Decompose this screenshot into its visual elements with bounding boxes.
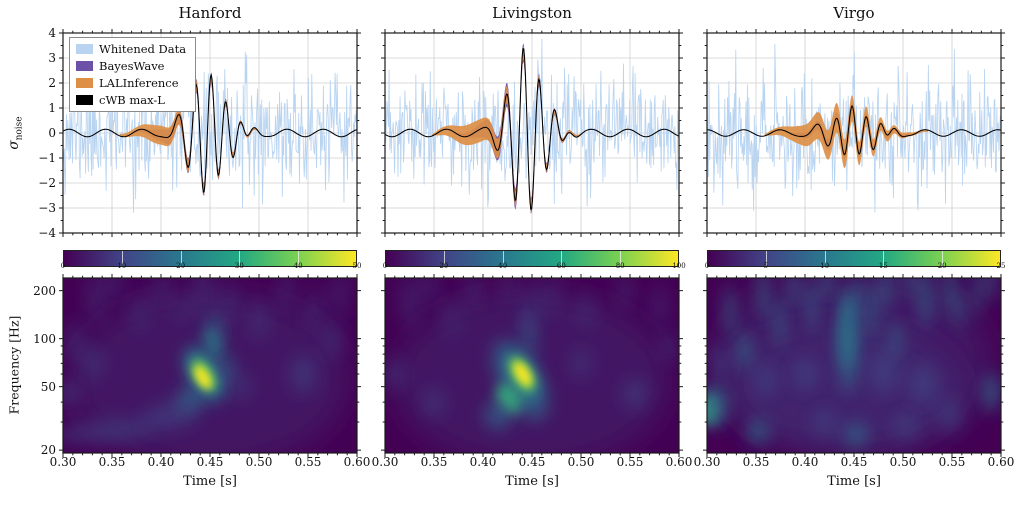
x-tick-label: 0.30 xyxy=(693,455,721,469)
y-tick-label: −4 xyxy=(38,226,56,240)
colorbar-tick-label: 5 xyxy=(763,262,769,270)
x-tick-label: 0.50 xyxy=(245,455,273,469)
colorbar-tick xyxy=(180,251,182,266)
colorbar-tick-label: 10 xyxy=(117,262,127,270)
panel-title-hanford: Hanford xyxy=(178,4,242,22)
legend-item-bayeswave: BayesWave xyxy=(76,59,186,73)
x-tick-label: 0.40 xyxy=(147,455,175,469)
freq-tick-label: 20 xyxy=(40,443,56,458)
colorbar-tick-label: 20 xyxy=(176,262,186,270)
x-tick-label: 0.60 xyxy=(665,455,693,469)
legend-label: BayesWave xyxy=(99,59,165,73)
colorbar-tick-label: 25 xyxy=(996,262,1006,270)
colorbar-tick-label: 10 xyxy=(820,262,830,270)
colorbar-tick xyxy=(122,251,124,266)
freq-tick-label: 200 xyxy=(33,283,56,298)
waveform-panel-1 xyxy=(381,29,683,237)
x-tick-label: 0.35 xyxy=(742,455,770,469)
colorbar-tick xyxy=(883,251,885,266)
colorbar-tick-label: 40 xyxy=(293,262,303,270)
x-axis-label-livingston: Time [s] xyxy=(505,474,559,489)
legend-swatch-lalinference xyxy=(76,78,93,88)
panel-title-virgo: Virgo xyxy=(833,4,875,22)
x-tick-label: 0.40 xyxy=(791,455,819,469)
x-tick-label: 0.55 xyxy=(938,455,966,469)
x-tick-label: 0.35 xyxy=(98,455,126,469)
colorbar-tick xyxy=(297,251,299,266)
colorbar-tick xyxy=(239,251,241,266)
x-tick-label: 0.50 xyxy=(567,455,595,469)
colorbar-tick-label: 0 xyxy=(60,262,66,270)
colorbar-tick-label: 20 xyxy=(439,262,449,270)
colorbar-tick-label: 30 xyxy=(234,262,244,270)
spectrogram-panel-1 xyxy=(381,274,683,457)
freq-tick-label: 50 xyxy=(40,379,56,394)
colorbar xyxy=(707,250,1001,267)
legend-swatch-whitened-data xyxy=(76,44,93,54)
x-tick-label: 0.50 xyxy=(889,455,917,469)
x-tick-label: 0.55 xyxy=(294,455,322,469)
x-axis-label-virgo: Time [s] xyxy=(827,474,881,489)
sigma-symbol: σ xyxy=(5,140,22,150)
legend-label: cWB max-L xyxy=(99,93,165,107)
legend-item-lalinference: LALInference xyxy=(76,76,186,90)
legend-label: Whitened Data xyxy=(99,42,187,56)
y-tick-label: 3 xyxy=(48,51,56,65)
y-tick-label: 1 xyxy=(48,101,56,115)
legend-swatch-cwb xyxy=(76,95,93,105)
colorbar-tick-label: 100 xyxy=(672,262,686,270)
colorbar-tick-label: 50 xyxy=(352,262,362,270)
x-tick-label: 0.60 xyxy=(987,455,1015,469)
colorbar-tick-label: 60 xyxy=(556,262,566,270)
legend: Whitened Data BayesWave LALInference cWB… xyxy=(69,37,197,112)
x-tick-label: 0.30 xyxy=(49,455,77,469)
y-tick-label: −1 xyxy=(38,151,56,165)
legend-swatch-bayeswave xyxy=(76,61,93,71)
freq-tick-label: 100 xyxy=(33,331,56,346)
x-tick-label: 0.45 xyxy=(840,455,868,469)
x-tick-label: 0.45 xyxy=(196,455,224,469)
colorbar-tick-label: 0 xyxy=(704,262,710,270)
colorbar-tick xyxy=(941,251,943,266)
x-tick-label: 0.45 xyxy=(518,455,546,469)
x-tick-label: 0.30 xyxy=(371,455,399,469)
spec-y-axis-label: Frequency [Hz] xyxy=(6,315,22,415)
colorbar-tick xyxy=(444,251,446,266)
x-tick-label: 0.55 xyxy=(616,455,644,469)
colorbar-tick xyxy=(824,251,826,266)
colorbar-tick xyxy=(619,251,621,266)
colorbar-tick xyxy=(766,251,768,266)
x-tick-label: 0.60 xyxy=(343,455,371,469)
y-tick-label: −3 xyxy=(38,201,56,215)
colorbar-tick-label: 0 xyxy=(382,262,388,270)
y-tick-label: 2 xyxy=(48,76,56,90)
y-tick-label: 0 xyxy=(48,126,56,140)
x-tick-label: 0.40 xyxy=(469,455,497,469)
colorbar-tick xyxy=(561,251,563,266)
legend-item-cwb: cWB max-L xyxy=(76,93,186,107)
legend-item-whitened-data: Whitened Data xyxy=(76,42,186,56)
colorbar xyxy=(385,250,679,267)
colorbar xyxy=(63,250,357,267)
colorbar-tick-label: 80 xyxy=(615,262,625,270)
y-tick-label: −2 xyxy=(38,176,56,190)
waveform-panel-2 xyxy=(703,29,1005,237)
spectrogram-panel-0 xyxy=(59,274,361,457)
x-tick-label: 0.35 xyxy=(420,455,448,469)
y-tick-label: 4 xyxy=(48,26,56,40)
colorbar-tick xyxy=(502,251,504,266)
panel-title-livingston: Livingston xyxy=(492,4,572,22)
spectrogram-panel-2 xyxy=(703,274,1005,457)
colorbar-tick-label: 20 xyxy=(937,262,947,270)
x-axis-label-hanford: Time [s] xyxy=(183,474,237,489)
colorbar-tick-label: 40 xyxy=(498,262,508,270)
colorbar-tick-label: 15 xyxy=(878,262,888,270)
legend-label: LALInference xyxy=(99,76,179,90)
